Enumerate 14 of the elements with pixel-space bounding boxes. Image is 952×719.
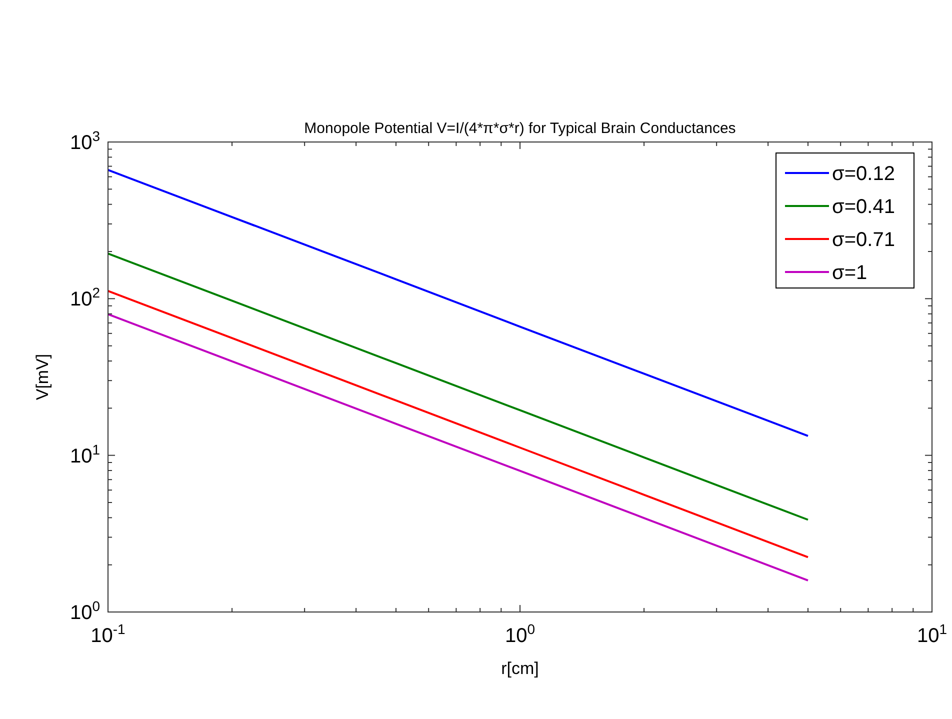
x-tick-label: 10$^{0}$ bbox=[504, 621, 536, 647]
legend-label: σ=0.12 bbox=[832, 163, 895, 185]
legend-label: σ=0.71 bbox=[832, 229, 895, 251]
x-tick-label: 10$^{1}$ bbox=[916, 621, 948, 647]
y-tick-label: 10$^{3}$ bbox=[70, 128, 100, 154]
y-axis-title: V[mV] bbox=[33, 354, 52, 400]
x-axis-title: r[cm] bbox=[501, 659, 539, 678]
legend-label: σ=0.41 bbox=[832, 196, 895, 218]
chart-title: Monopole Potential V=I/(4*π*σ*r) for Typical Brain Conductances bbox=[304, 120, 736, 137]
legend-label: σ=1 bbox=[832, 262, 868, 284]
y-tick-label: 10$^{2}$ bbox=[70, 284, 100, 311]
y-tick-label: 10$^{1}$ bbox=[70, 441, 100, 468]
x-tick-label: 10$^{-1}$ bbox=[90, 621, 126, 647]
y-tick-label: 10$^{0}$ bbox=[70, 598, 100, 624]
